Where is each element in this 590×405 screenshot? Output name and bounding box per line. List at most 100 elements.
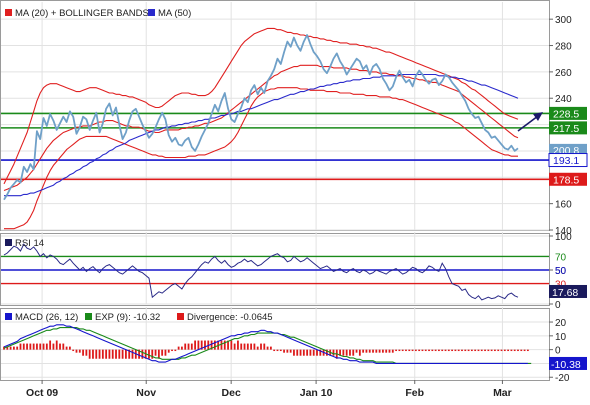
rsi-legend-label: RSI 14 [15, 238, 44, 249]
divergence-bar [293, 349, 295, 356]
divergence-bar [213, 340, 216, 350]
divergence-bar [484, 349, 486, 352]
divergence-bar [355, 349, 358, 353]
divergence-bar [233, 343, 236, 350]
divergence-bar [487, 349, 490, 352]
macd-legend-swatch [85, 313, 92, 320]
trend-arrow-icon [517, 112, 543, 132]
divergence-bar [55, 340, 58, 350]
divergence-bar [411, 349, 414, 352]
level-label: 178.5 [553, 174, 579, 186]
divergence-bar [82, 349, 84, 356]
divergence-bar [480, 349, 483, 352]
divergence-bar [401, 349, 404, 352]
divergence-bar [62, 343, 65, 350]
series-ma20 [3, 64, 519, 192]
divergence-bar [161, 349, 164, 356]
divergence-bar [204, 340, 206, 350]
divergence-bar [365, 349, 368, 353]
divergence-bar [490, 349, 493, 352]
price-tick-label: 140 [555, 226, 572, 237]
divergence-bar [444, 349, 447, 352]
price-tick-label: 160 [555, 200, 572, 211]
level-badge [549, 106, 587, 120]
x-tick-label: Oct 09 [26, 387, 58, 399]
divergence-bar [438, 349, 440, 352]
macd-tick-label: 10 [555, 332, 567, 343]
divergence-bar [526, 349, 529, 352]
divergence-bar [59, 343, 61, 350]
divergence-bar [395, 349, 397, 352]
macd-legend-swatch [177, 313, 184, 320]
level-label: 228.5 [553, 108, 579, 120]
divergence-bar [250, 343, 253, 350]
divergence-bar [470, 349, 473, 352]
divergence-bar [253, 343, 256, 350]
divergence-bar [181, 346, 183, 350]
divergence-bar [316, 349, 318, 356]
divergence-bar [302, 349, 305, 356]
divergence-bar [243, 343, 246, 350]
legend-label: MA (50) [158, 8, 191, 19]
divergence-bar [408, 349, 411, 352]
divergence-bar [461, 349, 463, 352]
x-tick-label: Nov [136, 387, 156, 399]
divergence-bar [345, 349, 348, 356]
macd-series [3, 324, 532, 364]
divergence-bar [517, 349, 519, 352]
divergence-bar [497, 349, 500, 352]
divergence-bar [197, 340, 200, 350]
rsi-tick-label: 0 [555, 300, 561, 311]
divergence-bar [309, 349, 312, 356]
divergence-bar [105, 349, 108, 359]
divergence-bar [72, 349, 75, 352]
x-tick-label: Feb [405, 387, 424, 399]
divergence-bar [164, 349, 167, 356]
divergence-bar [418, 349, 421, 352]
divergence-bar [19, 343, 22, 350]
divergence-bar [151, 349, 154, 359]
divergence-bar [65, 346, 68, 350]
divergence-bar [141, 349, 144, 359]
divergence-bar [279, 349, 282, 352]
axis-labels: 140160180200220240260280300Oct 09NovDecJ… [26, 15, 588, 399]
series-macd [3, 324, 528, 364]
series-price [3, 34, 519, 201]
divergence-bar [49, 340, 52, 350]
level-badge-support [548, 153, 588, 168]
divergence-bar [405, 349, 407, 352]
divergence-bar [273, 349, 276, 352]
divergence-bar [42, 343, 45, 350]
divergence-bar [523, 349, 526, 352]
rsi-tick-label: 50 [555, 266, 567, 277]
rsi-legend-swatch [5, 239, 12, 246]
series-bb_upper [3, 27, 519, 185]
price-tick-label: 260 [555, 68, 572, 79]
divergence-bar [187, 343, 190, 350]
price-tick-label: 240 [555, 94, 572, 105]
divergence-bar [269, 346, 272, 350]
divergence-bar [312, 349, 315, 356]
divergence-bar [266, 346, 269, 350]
macd-value-label: -10.38 [551, 359, 581, 371]
divergence-bar [447, 349, 450, 352]
price-tick-label: 300 [555, 15, 572, 26]
divergence-bar [283, 349, 285, 353]
divergence-bar [428, 349, 430, 352]
divergence-bar [118, 349, 121, 359]
divergence-bar [227, 340, 229, 350]
divergence-bar [220, 340, 223, 350]
divergence-bar [467, 349, 470, 352]
divergence-bar [108, 349, 111, 359]
macd-panel-frame [0, 308, 550, 381]
divergence-bar [246, 343, 249, 350]
divergence-bar [441, 349, 444, 352]
divergence-bar [22, 343, 25, 350]
divergence-bar [125, 349, 127, 359]
divergence-bar [194, 340, 197, 350]
divergence-bar [306, 349, 309, 356]
divergence-bar [16, 346, 19, 350]
divergence-bar [240, 343, 243, 350]
divergence-bar [101, 349, 104, 359]
